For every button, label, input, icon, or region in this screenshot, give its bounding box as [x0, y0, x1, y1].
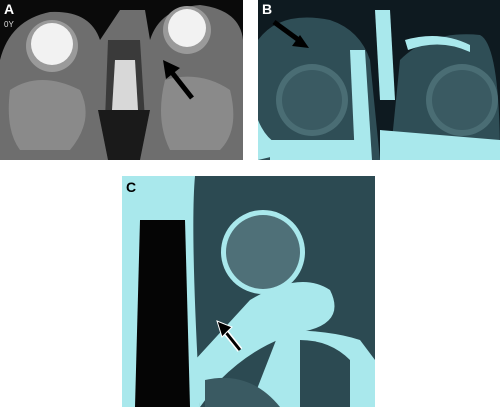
panel-label: C: [126, 179, 136, 195]
panel-label: B: [262, 1, 272, 17]
panel-c: C: [122, 176, 375, 407]
panel-label: A: [4, 1, 14, 17]
panel-a: A 0Y: [0, 0, 243, 160]
panel-b: B: [258, 0, 500, 160]
annotation: 0Y: [4, 20, 14, 29]
